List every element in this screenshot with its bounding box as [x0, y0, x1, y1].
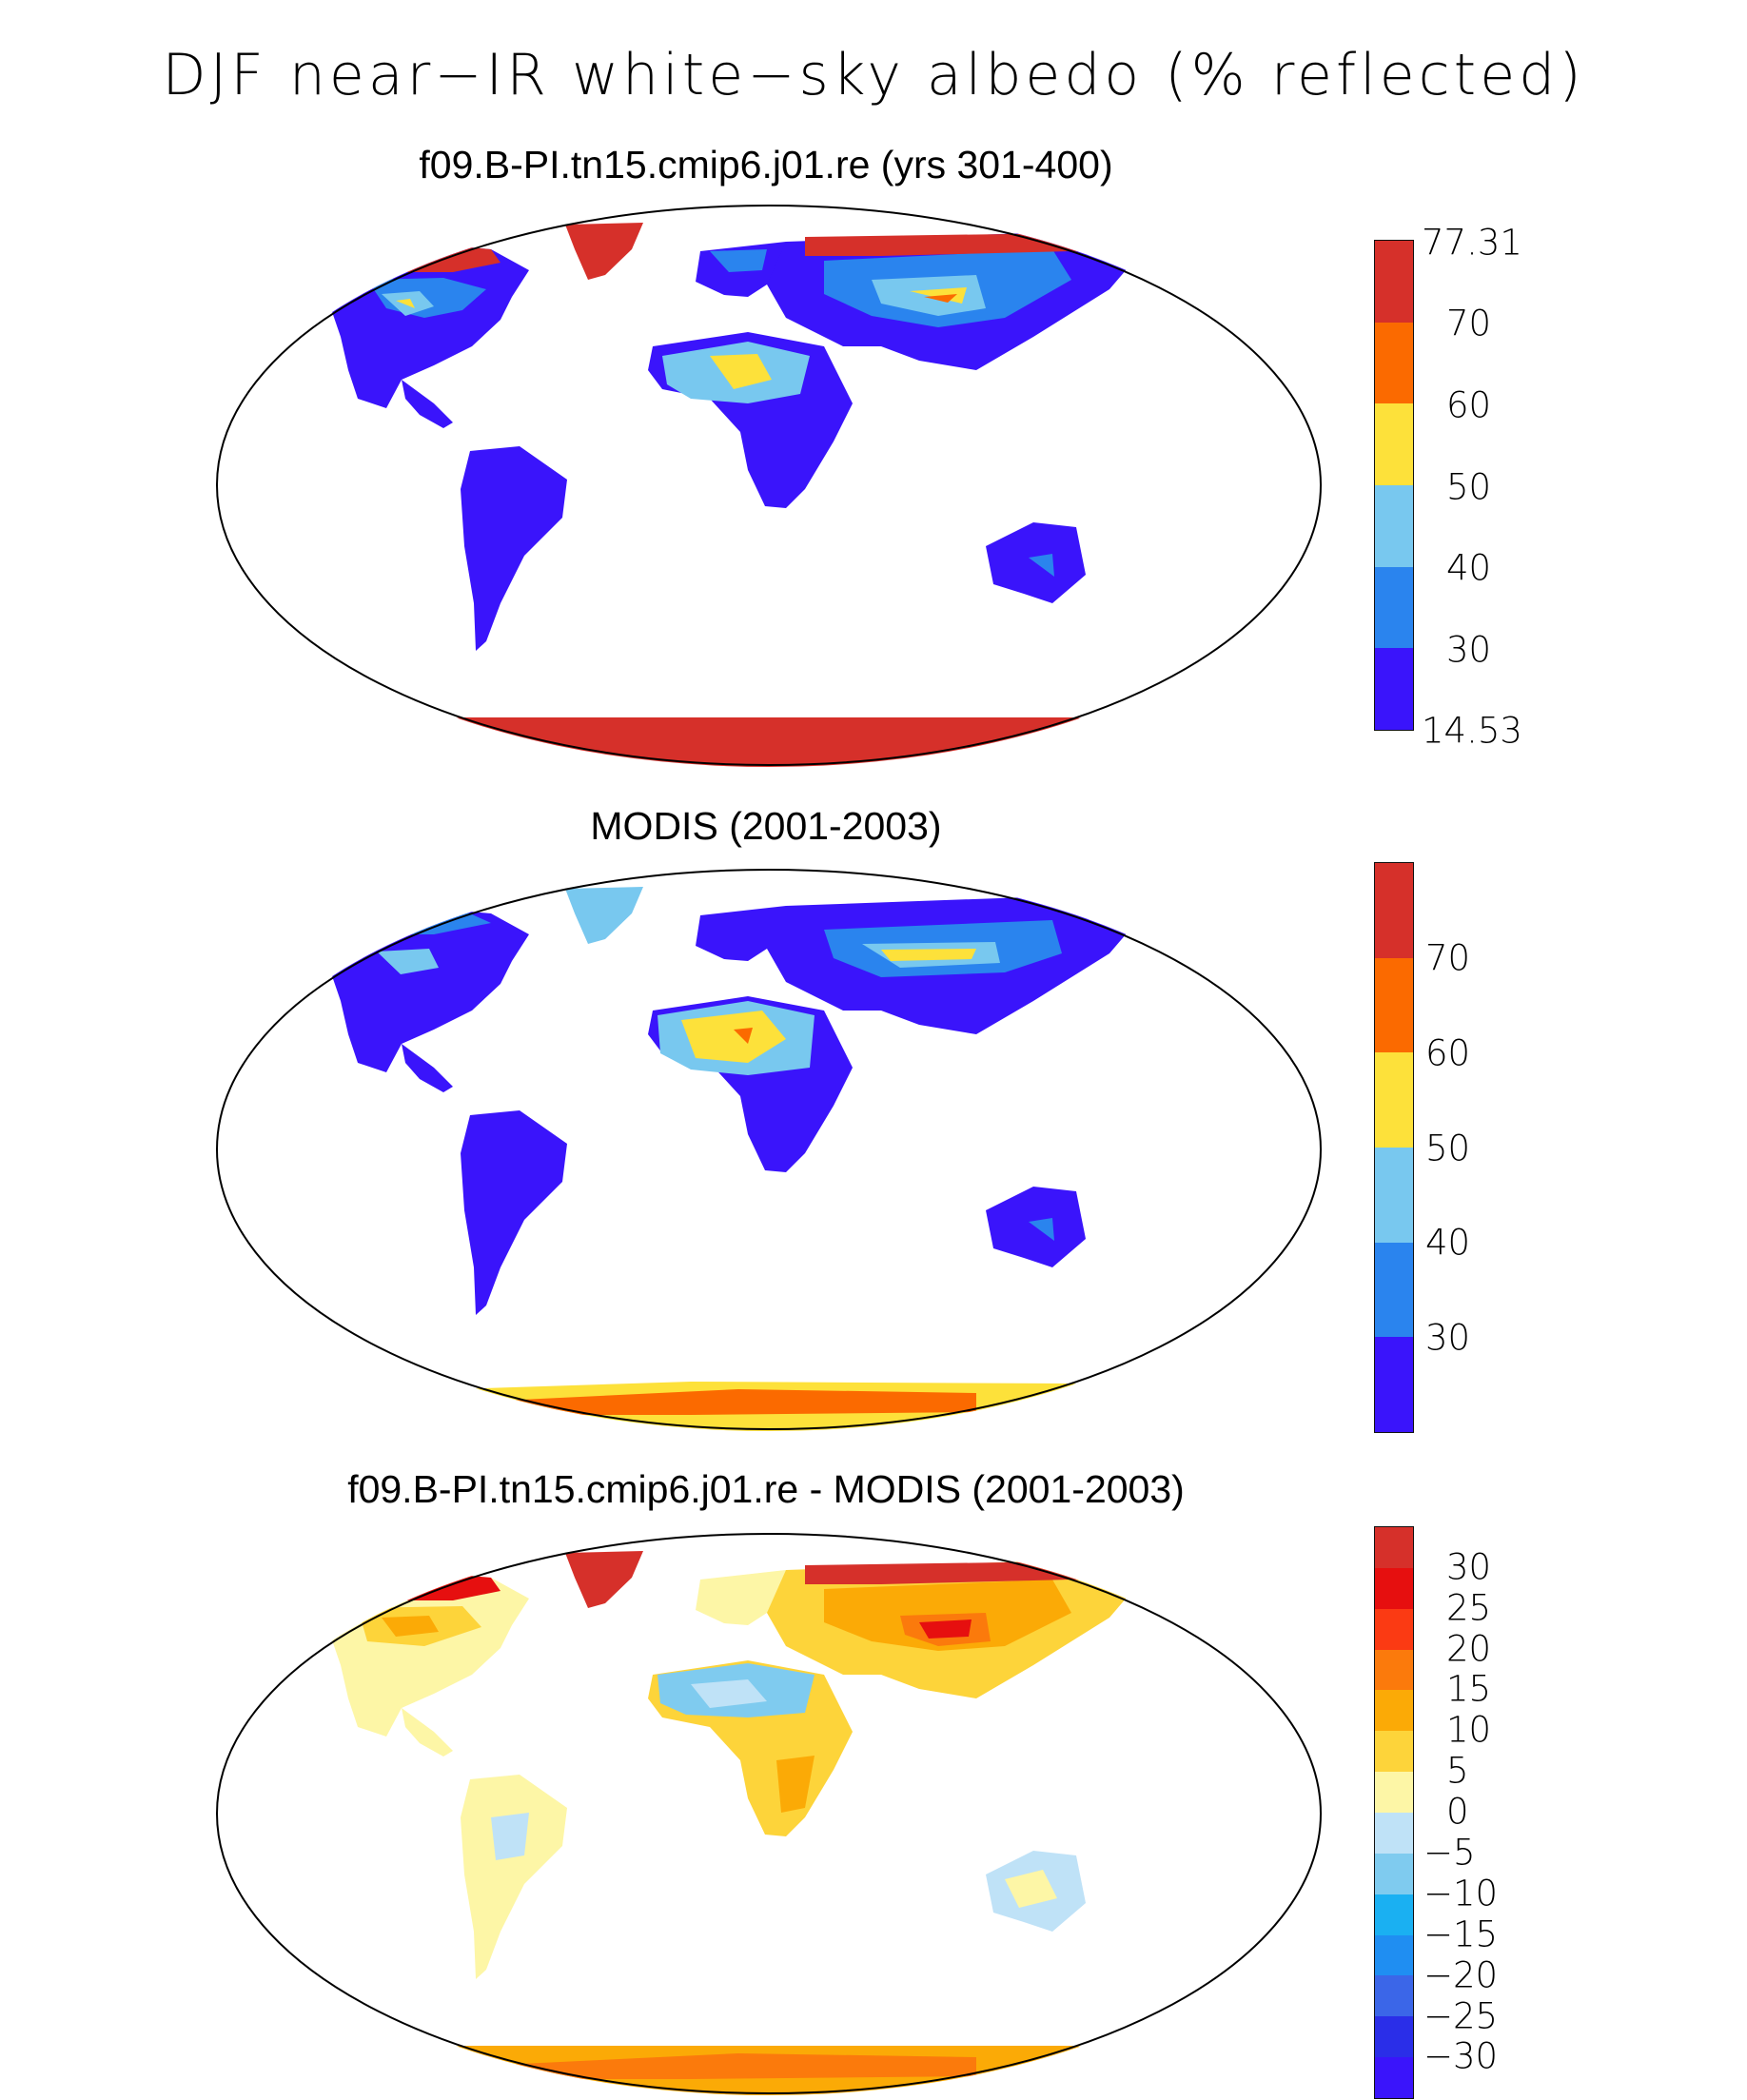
panel-2-title: MODIS (2001-2003)	[590, 804, 942, 848]
colorbar-2-swatch	[1375, 863, 1413, 958]
panel-3-title: f09.B-PI.tn15.cmip6.j01.re - MODIS (2001…	[347, 1467, 1185, 1511]
colorbar-1-label: 60	[1446, 384, 1492, 426]
colorbar-1-label: 14.53	[1422, 710, 1522, 752]
colorbar-2-swatch	[1375, 1052, 1413, 1148]
colorbar-3-label: −5	[1423, 1832, 1476, 1874]
map-panel-3	[215, 1532, 1323, 2095]
colorbar-3-swatch	[1375, 1975, 1413, 2017]
colorbar-3-swatch	[1375, 1649, 1413, 1691]
colorbar-3-swatch	[1375, 1731, 1413, 1773]
colorbar-3-label: 5	[1446, 1750, 1469, 1792]
colorbar-1-label: 77.31	[1422, 222, 1522, 264]
colorbar-3-label: 25	[1446, 1587, 1492, 1629]
colorbar-2-swatch	[1375, 957, 1413, 1053]
colorbar-3-swatch	[1375, 1690, 1413, 1732]
page-title: DJF near−IR white−sky albedo (% reflecte…	[162, 42, 1585, 108]
colorbar-2-label: 40	[1425, 1222, 1471, 1264]
colorbar-1-label: 70	[1446, 303, 1492, 344]
colorbar-3-swatch	[1375, 1772, 1413, 1814]
colorbar-3-label: 15	[1446, 1668, 1492, 1710]
colorbar-1-swatch	[1375, 648, 1413, 731]
colorbar-2-swatch	[1375, 1148, 1413, 1243]
colorbar-3-label: −25	[1423, 1995, 1499, 2037]
colorbar-panel-1	[1374, 240, 1414, 731]
map-panel-2	[215, 868, 1323, 1431]
colorbar-3-swatch	[1375, 1894, 1413, 1935]
colorbar-1-label: 40	[1446, 547, 1492, 589]
colorbar-1-swatch	[1375, 322, 1413, 404]
colorbar-3-swatch	[1375, 1934, 1413, 1976]
colorbar-2-label: 60	[1425, 1032, 1471, 1074]
colorbar-1-swatch	[1375, 241, 1413, 323]
colorbar-panel-3	[1374, 1526, 1414, 2099]
colorbar-2-swatch	[1375, 1242, 1413, 1338]
colorbar-3-label: 30	[1446, 1546, 1492, 1588]
colorbar-2-swatch	[1375, 1337, 1413, 1433]
colorbar-1-label: 50	[1446, 466, 1492, 508]
colorbar-2-label: 50	[1425, 1128, 1471, 1169]
colorbar-panel-2	[1374, 862, 1414, 1433]
colorbar-1-swatch	[1375, 566, 1413, 649]
colorbar-3-swatch	[1375, 1608, 1413, 1650]
colorbar-2-label: 70	[1425, 937, 1471, 979]
colorbar-1-label: 30	[1446, 629, 1492, 671]
colorbar-3-swatch	[1375, 2057, 1413, 2099]
colorbar-1-swatch	[1375, 403, 1413, 486]
colorbar-3-swatch	[1375, 1527, 1413, 1568]
colorbar-3-swatch	[1375, 1853, 1413, 1894]
colorbar-3-swatch	[1375, 1813, 1413, 1854]
colorbar-3-label: 20	[1446, 1628, 1492, 1670]
colorbar-3-label: −10	[1423, 1873, 1499, 1914]
colorbar-3-label: −15	[1423, 1914, 1499, 1955]
colorbar-3-label: −20	[1423, 1954, 1499, 1996]
colorbar-3-swatch	[1375, 2016, 1413, 2058]
map-panel-1	[215, 204, 1323, 767]
colorbar-2-label: 30	[1425, 1317, 1471, 1359]
panel-1-title: f09.B-PI.tn15.cmip6.j01.re (yrs 301-400)	[419, 143, 1113, 186]
colorbar-3-label: −30	[1423, 2035, 1499, 2077]
colorbar-1-swatch	[1375, 485, 1413, 567]
colorbar-3-label: 10	[1446, 1709, 1492, 1751]
colorbar-3-label: 0	[1446, 1791, 1469, 1833]
colorbar-3-swatch	[1375, 1567, 1413, 1609]
